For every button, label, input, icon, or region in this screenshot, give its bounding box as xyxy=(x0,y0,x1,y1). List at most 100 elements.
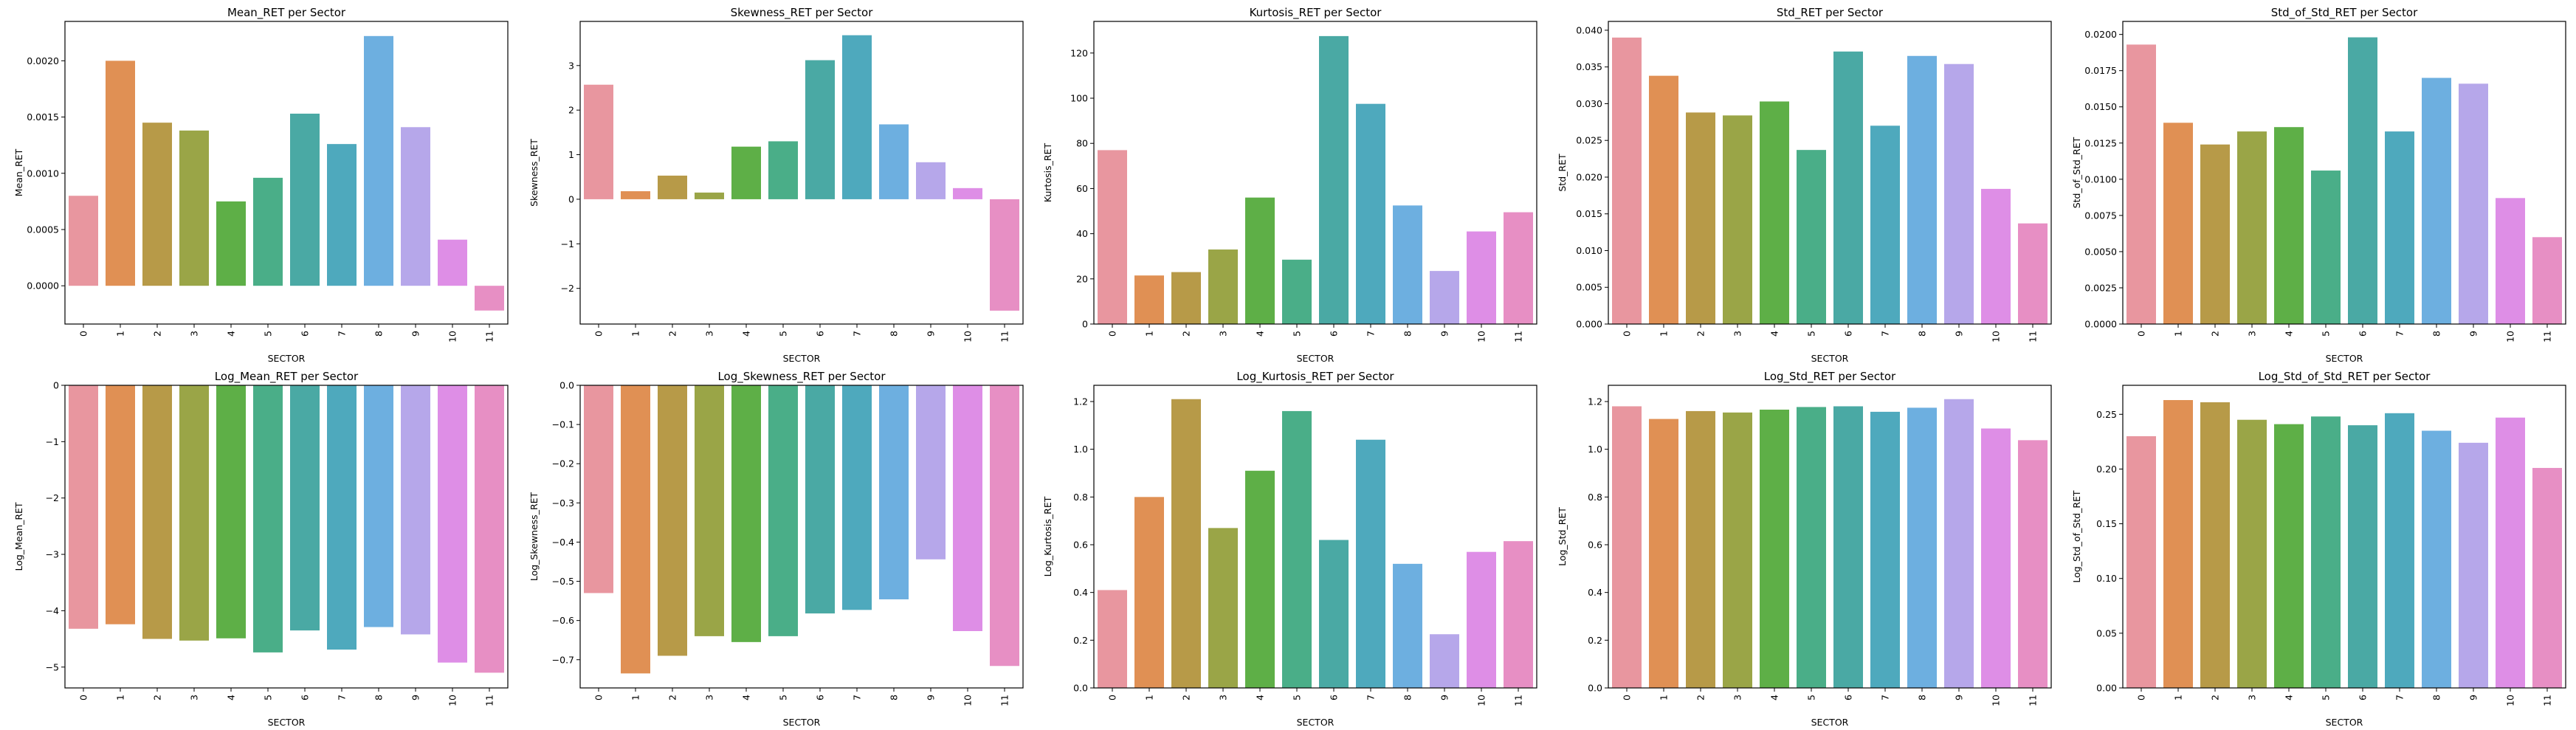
x-tick-label: 2 xyxy=(2210,695,2221,700)
y-tick-label: −2 xyxy=(561,283,574,294)
bar-sector-10 xyxy=(438,385,467,663)
y-axis-label: Skewness_RET xyxy=(528,139,540,207)
y-tick-label: 1.2 xyxy=(1073,396,1088,407)
x-tick-label: 0 xyxy=(1622,331,1633,337)
bar-sector-7 xyxy=(327,144,357,286)
x-tick-label: 7 xyxy=(852,331,863,337)
x-tick-label: 4 xyxy=(1255,695,1266,700)
subplot-std-of-std-ret: 0.0000 0.0025 0.0050 0.0075 0.0100 0.0125 0.01… xyxy=(2071,6,2566,364)
axes-frame xyxy=(579,21,1024,325)
chart-title: Mean_RET per Sector xyxy=(227,6,346,20)
axes-frame xyxy=(2122,21,2566,325)
x-tick-label: 5 xyxy=(2321,695,2332,700)
bar-sector-2 xyxy=(658,175,687,199)
bar-sector-9 xyxy=(916,385,946,559)
y-tick-label: 0 xyxy=(53,380,59,391)
y-tick-label: 0.0025 xyxy=(2084,282,2117,293)
bar-sector-2 xyxy=(658,385,687,656)
subplot-skewness-ret: −2 −1 0 1 2 3 0 1 2 3 4 5 6 7 8 9 10 11 Skewness_RET per S… xyxy=(528,6,1024,364)
x-axis-label: SECTOR xyxy=(1811,353,1849,364)
y-tick-label: 0.0010 xyxy=(27,168,59,179)
x-tick-label: 8 xyxy=(1402,331,1413,337)
bar-sector-1 xyxy=(2163,123,2193,325)
x-tick-label: 2 xyxy=(667,695,678,700)
x-tick-label: 5 xyxy=(2321,331,2332,337)
bar-sector-11 xyxy=(990,199,1019,311)
bar-sector-8 xyxy=(364,35,393,286)
bar-sector-1 xyxy=(1649,75,1678,324)
x-tick-label: 1 xyxy=(2173,695,2184,700)
x-tick-label: 4 xyxy=(1769,695,1780,700)
subplot-log-std-ret: 0.0 0.2 0.4 0.6 0.8 1.0 1.2 0 1 2 3 4 5 6 7 8 9 10 11 Log_S… xyxy=(1557,370,2052,728)
x-axis-label: SECTOR xyxy=(268,717,306,728)
x-tick-label: 6 xyxy=(1843,695,1854,700)
bar-sector-1 xyxy=(1134,497,1164,688)
bar-sector-7 xyxy=(2385,413,2414,688)
y-tick-label: 0.15 xyxy=(2096,518,2117,529)
y-tick-label: 0.20 xyxy=(2096,464,2117,475)
y-tick-label: 0.8 xyxy=(1588,492,1602,503)
x-tick-label: 0 xyxy=(1622,695,1633,700)
x-tick-label: 1 xyxy=(2173,331,2184,337)
y-tick-label: −5 xyxy=(46,661,59,672)
bar-sector-2 xyxy=(142,123,172,286)
bar-sector-8 xyxy=(1393,205,1422,324)
x-tick-label: 8 xyxy=(2431,695,2442,700)
x-tick-label: 1 xyxy=(630,695,641,700)
x-tick-label: 6 xyxy=(815,331,826,337)
y-tick-label: 0.0000 xyxy=(2084,319,2117,330)
x-tick-label: 9 xyxy=(1954,695,1965,700)
bar-sector-0 xyxy=(69,196,98,286)
bar-sector-10 xyxy=(1467,231,1496,324)
x-tick-label: 3 xyxy=(1732,695,1743,700)
x-tick-label: 1 xyxy=(1659,695,1670,700)
x-tick-label: 9 xyxy=(1439,695,1450,700)
x-tick-label: 0 xyxy=(593,695,605,700)
bar-sector-0 xyxy=(2126,435,2156,688)
axes-frame xyxy=(1093,21,1537,325)
y-tick-label: 0.8 xyxy=(1073,492,1088,503)
x-tick-label: 6 xyxy=(1843,331,1854,337)
x-tick-label: 9 xyxy=(410,695,421,700)
bar-sector-4 xyxy=(1245,197,1275,324)
chart-title: Skewness_RET per Sector xyxy=(731,6,874,20)
bar-sector-7 xyxy=(1356,439,1385,688)
x-tick-label: 9 xyxy=(926,695,937,700)
x-tick-label: 9 xyxy=(2468,331,2479,337)
bar-sector-3 xyxy=(695,385,724,636)
bar-sector-8 xyxy=(2422,430,2451,688)
y-tick-label: 0.0100 xyxy=(2084,173,2117,185)
bar-sector-10 xyxy=(1981,188,2011,324)
chart-title: Std_of_Std_RET per Sector xyxy=(2271,6,2418,20)
y-tick-label: 2 xyxy=(568,105,574,116)
y-tick-label: 1 xyxy=(568,149,574,160)
bar-sector-4 xyxy=(731,146,761,199)
x-tick-label: 11 xyxy=(999,331,1010,342)
bar-sector-6 xyxy=(290,113,320,286)
x-tick-label: 6 xyxy=(300,695,311,700)
bar-sector-9 xyxy=(1430,271,1459,324)
y-tick-label: 0.015 xyxy=(1576,208,1602,219)
bar-sector-10 xyxy=(1981,428,2011,688)
bar-sector-4 xyxy=(216,201,246,286)
bar-sector-0 xyxy=(1098,590,1127,688)
x-tick-label: 11 xyxy=(2542,695,2553,706)
bar-sector-2 xyxy=(1686,112,1715,324)
chart-title: Log_Mean_RET per Sector xyxy=(215,370,359,384)
y-tick-label: 0.025 xyxy=(1576,135,1602,146)
bar-sector-5 xyxy=(768,141,798,199)
x-tick-label: 8 xyxy=(373,695,385,700)
chart-title: Log_Std_RET per Sector xyxy=(1764,370,1896,384)
x-tick-label: 0 xyxy=(1107,695,1118,700)
y-tick-label: −1 xyxy=(46,436,59,447)
bar-sector-7 xyxy=(842,35,872,199)
x-tick-label: 3 xyxy=(704,695,715,700)
bar-sector-5 xyxy=(1282,410,1312,688)
bar-sector-8 xyxy=(1907,407,1937,688)
y-tick-label: 0.2 xyxy=(1588,635,1602,646)
bar-sector-8 xyxy=(2422,78,2451,325)
x-tick-label: 11 xyxy=(1513,331,1524,342)
chart-title: Log_Kurtosis_RET per Sector xyxy=(1236,370,1394,384)
bar-sector-3 xyxy=(1723,115,1752,324)
axes-frame xyxy=(2122,385,2566,689)
